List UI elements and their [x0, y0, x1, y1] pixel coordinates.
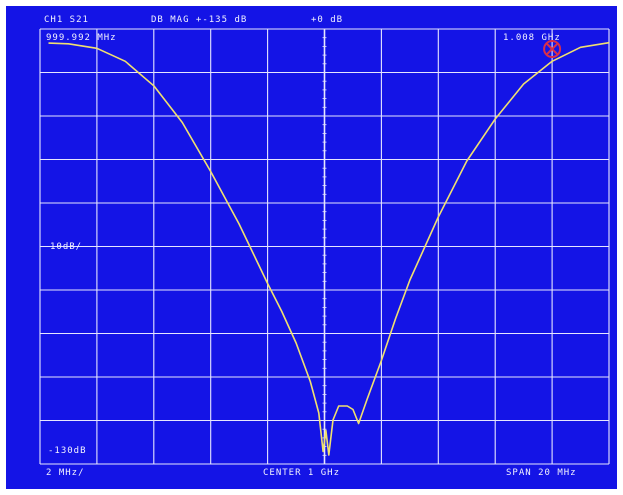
stop-frequency-label: 1.008 GHz: [503, 33, 561, 43]
bottom-ref-label: -130dB: [48, 446, 87, 456]
analyzer-screen: CH1 S21 DB MAG +-135 dB +0 dB 999.992 MH…: [6, 6, 617, 489]
x-division-label: 2 MHz/: [46, 468, 85, 478]
center-frequency-label: CENTER 1 GHz: [263, 468, 341, 478]
start-frequency-label: 999.992 MHz: [46, 33, 117, 43]
span-label: SPAN 20 MHz: [506, 468, 577, 478]
channel-label: CH1 S21: [44, 15, 89, 25]
marker-icon: [543, 40, 562, 58]
ref-label: +0 dB: [311, 15, 344, 25]
scale-label: 10dB/: [50, 242, 83, 252]
trace-plot: [39, 28, 610, 465]
format-label: DB MAG +-135 dB: [151, 15, 248, 25]
trace-line: [48, 41, 610, 456]
